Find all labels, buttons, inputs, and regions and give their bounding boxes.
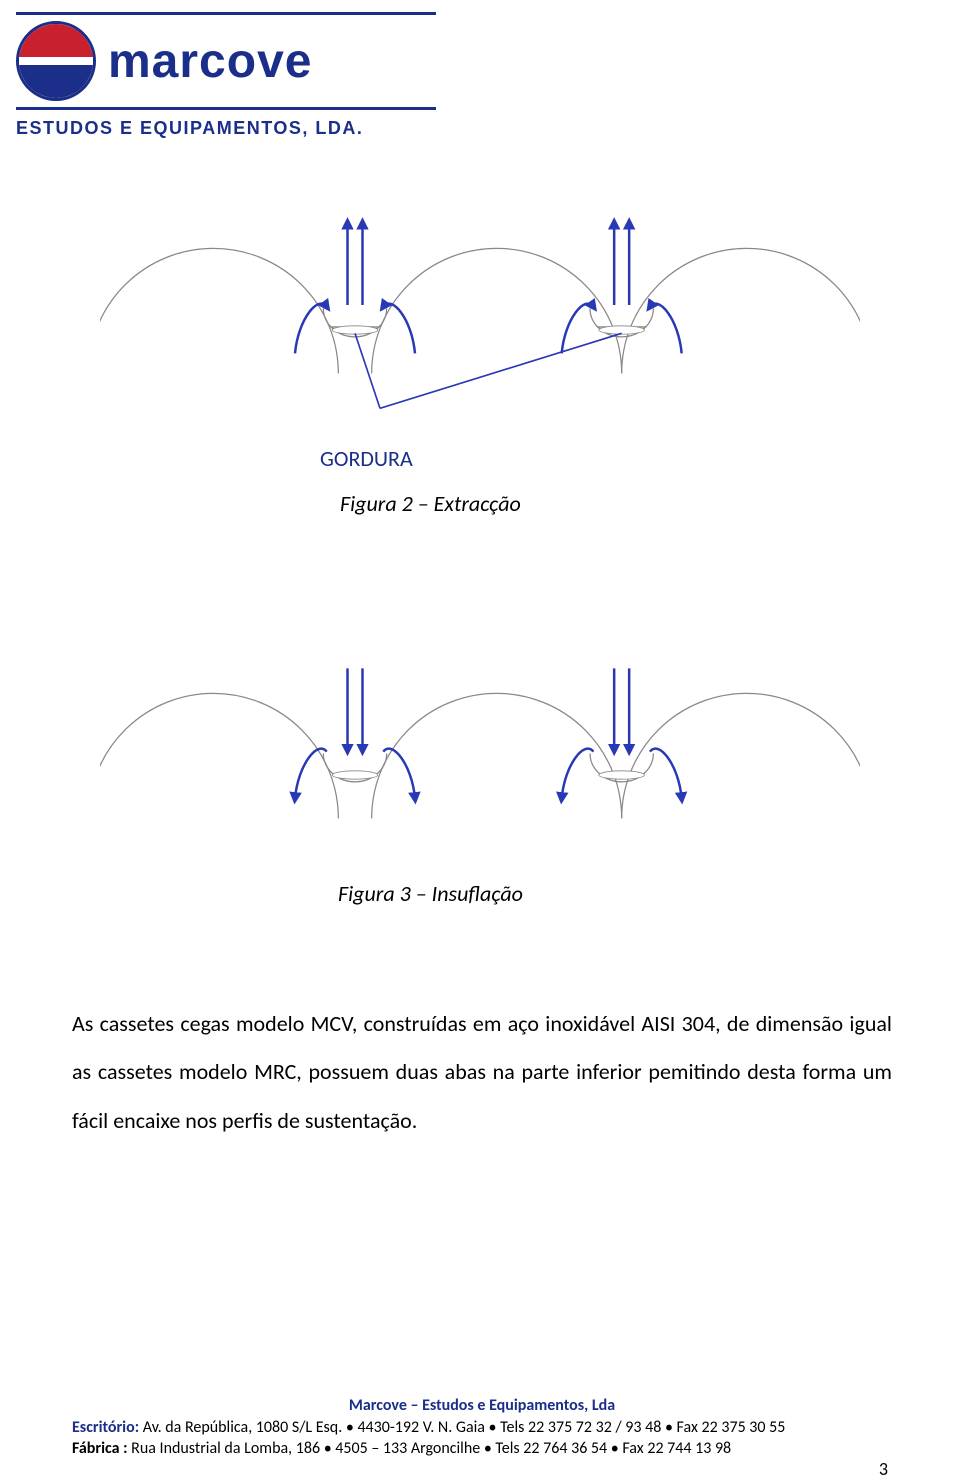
page-number: 3 <box>879 1458 888 1480</box>
footer-office: Escritório: Av. da República, 1080 S/L E… <box>72 1417 892 1439</box>
footer-factory-text: Rua Industrial da Lomba, 186 • 4505 – 13… <box>128 1439 732 1458</box>
brand-tagline: ESTUDOS E EQUIPAMENTOS, LDA. <box>16 118 436 139</box>
footer-factory-label: Fábrica : <box>72 1439 128 1458</box>
footer: Marcove – Estudos e Equipamentos, Lda Es… <box>72 1395 892 1460</box>
footer-title: Marcove – Estudos e Equipamentos, Lda <box>72 1395 892 1417</box>
brand-name: marcove <box>108 34 312 89</box>
figure-2-caption: Figura 2 – Extracção <box>340 490 521 517</box>
logo-row: marcove <box>16 12 436 110</box>
footer-office-label: Escritório: <box>72 1418 139 1437</box>
body-paragraph: As cassetes cegas modelo MCV, construída… <box>72 1000 892 1145</box>
figure-3-caption: Figura 3 – Insuflação <box>338 880 523 907</box>
footer-factory: Fábrica : Rua Industrial da Lomba, 186 •… <box>72 1438 892 1460</box>
figure-2-diagram <box>100 215 860 415</box>
figure-3-diagram <box>100 660 860 860</box>
footer-office-text: Av. da República, 1080 S/L Esq. • 4430-1… <box>139 1418 785 1437</box>
letterhead: marcove ESTUDOS E EQUIPAMENTOS, LDA. <box>16 12 436 139</box>
logo-icon <box>16 21 96 101</box>
gordura-label: GORDURA <box>320 445 413 472</box>
